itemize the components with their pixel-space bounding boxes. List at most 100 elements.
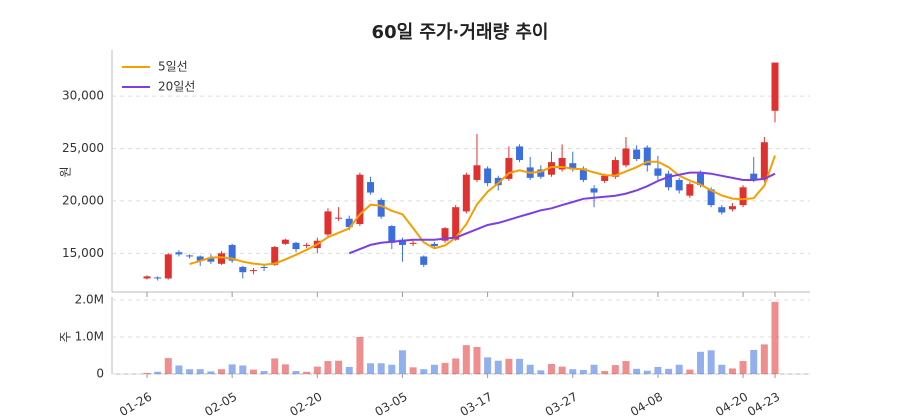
candle-body bbox=[728, 206, 736, 210]
candle-body bbox=[760, 142, 768, 180]
candle-body bbox=[569, 163, 577, 170]
volume-bar bbox=[718, 364, 726, 374]
y-tick-label: 2.0M bbox=[75, 292, 104, 306]
ma-line bbox=[348, 171, 776, 255]
volume-bar bbox=[462, 345, 470, 374]
candle-body bbox=[707, 189, 715, 206]
volume-bar bbox=[750, 349, 758, 374]
candle-body bbox=[143, 276, 151, 279]
candle-body bbox=[196, 256, 204, 261]
volume-bar bbox=[398, 350, 406, 374]
x-tick-label: 02-05 bbox=[202, 390, 239, 420]
candle-body bbox=[643, 147, 651, 166]
volume-bar bbox=[537, 370, 545, 374]
candle-body bbox=[547, 162, 555, 175]
volume-bar bbox=[207, 371, 215, 374]
volume-bar bbox=[409, 367, 417, 374]
y-tick-label: 0 bbox=[96, 367, 104, 381]
candle-body bbox=[175, 252, 183, 255]
x-tick-label: 03-27 bbox=[543, 390, 580, 420]
volume-bar bbox=[175, 365, 183, 374]
y-tick-label: 15,000 bbox=[62, 246, 104, 260]
volume-bar bbox=[611, 365, 619, 374]
y-tick-label: 30,000 bbox=[62, 89, 104, 103]
candle-body bbox=[398, 239, 406, 245]
candle-body bbox=[516, 146, 524, 161]
legend-label: 20일선 bbox=[158, 80, 195, 94]
volume-bar bbox=[335, 360, 343, 374]
volume-bar bbox=[473, 346, 481, 374]
candle-body bbox=[409, 242, 417, 244]
candle-body bbox=[771, 62, 779, 111]
volume-bar bbox=[239, 365, 247, 374]
candle-body bbox=[601, 175, 609, 182]
candle-body bbox=[228, 244, 236, 261]
x-tick-label: 04-08 bbox=[628, 390, 665, 420]
candle-body bbox=[633, 149, 641, 159]
candle-body bbox=[249, 270, 257, 272]
candle-body bbox=[335, 217, 343, 219]
candle-body bbox=[622, 148, 630, 166]
candle-body bbox=[558, 157, 566, 170]
candle-body bbox=[473, 165, 481, 180]
candle-body bbox=[654, 168, 662, 176]
volume-bar bbox=[196, 369, 204, 374]
volume-bar bbox=[622, 361, 630, 374]
volume-bar bbox=[313, 366, 321, 374]
candle-body bbox=[260, 266, 268, 268]
candle-body bbox=[675, 179, 683, 191]
candle-body bbox=[430, 243, 438, 246]
volume-bar bbox=[271, 358, 279, 374]
candle-body bbox=[186, 255, 194, 257]
candle-body bbox=[324, 211, 332, 235]
candle-body bbox=[281, 239, 289, 244]
candle-body bbox=[718, 207, 726, 213]
y-tick-label: 1.0M bbox=[75, 329, 104, 343]
volume-bar bbox=[260, 371, 268, 374]
candle-body bbox=[356, 174, 364, 224]
volume-bar bbox=[526, 364, 534, 374]
candle-body bbox=[505, 157, 513, 179]
volume-bar bbox=[420, 369, 428, 374]
candle-body bbox=[611, 160, 619, 177]
candle-body bbox=[665, 173, 673, 188]
volume-bar bbox=[654, 366, 662, 374]
volume-bar bbox=[675, 364, 683, 374]
volume-bar bbox=[452, 358, 460, 374]
candle-body bbox=[154, 277, 162, 279]
candle-body bbox=[164, 254, 172, 279]
candle-body bbox=[462, 174, 470, 212]
x-tick-label: 03-17 bbox=[458, 390, 495, 420]
candle-body bbox=[271, 247, 279, 265]
candle-body bbox=[739, 187, 747, 206]
volume-bar bbox=[601, 371, 609, 374]
candle-body bbox=[377, 199, 385, 217]
candle-body bbox=[696, 173, 704, 186]
candle-body bbox=[367, 182, 375, 193]
candle-body bbox=[579, 168, 587, 180]
volume-bar bbox=[154, 371, 162, 374]
volume-bar bbox=[356, 336, 364, 374]
volume-bar bbox=[505, 358, 513, 374]
y-axis-label: 주 bbox=[59, 331, 73, 342]
volume-bar bbox=[249, 369, 257, 374]
volume-bar bbox=[228, 364, 236, 374]
volume-bar bbox=[292, 371, 300, 374]
candle-body bbox=[686, 184, 694, 196]
y-tick-label: 20,000 bbox=[62, 193, 104, 207]
volume-bar bbox=[484, 357, 492, 374]
volume-bar bbox=[494, 360, 502, 374]
candle-body bbox=[292, 242, 300, 250]
chart-title: 60일 주가·거래량 추이 bbox=[372, 22, 549, 43]
volume-bar bbox=[345, 366, 353, 374]
candle-body bbox=[218, 253, 226, 264]
x-tick-label: 02-20 bbox=[287, 390, 324, 420]
volume-bar bbox=[547, 364, 555, 374]
volume-bar bbox=[569, 369, 577, 374]
candle-body bbox=[484, 168, 492, 184]
candle-body bbox=[345, 218, 353, 228]
volume-bar bbox=[377, 363, 385, 374]
candle-body bbox=[750, 173, 758, 180]
volume-bar bbox=[218, 369, 226, 374]
